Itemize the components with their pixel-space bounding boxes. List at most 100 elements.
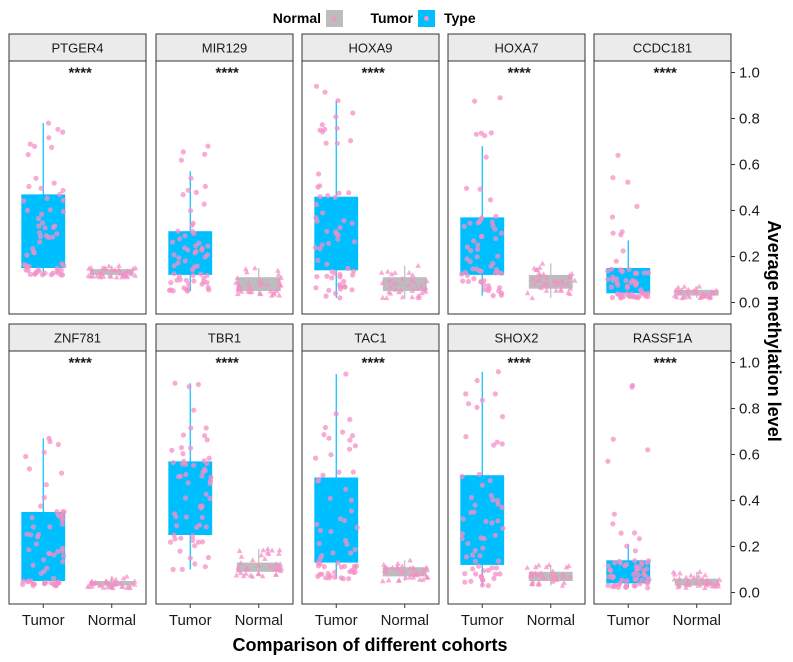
normal-point [676,575,683,581]
tumor-point [470,552,476,558]
tumor-point [180,149,186,155]
normal-point [264,281,270,287]
normal-point [696,283,703,289]
normal-point [399,294,406,300]
tumor-point [480,577,486,583]
tumor-point [477,553,483,559]
normal-point [276,292,283,298]
legend-title: Type [444,10,476,26]
tumor-point [498,230,505,236]
tumor-point [347,416,353,423]
tumor-point [342,518,348,524]
tumor-point [497,571,503,577]
normal-point [538,284,544,290]
tumor-point [467,259,473,265]
tumor-point [30,582,36,589]
normal-point [130,265,136,271]
y-tick-label: 0.6 [739,157,760,174]
x-tick-label: Tumor [607,612,650,629]
tumor-point [474,404,480,410]
normal-point [412,571,418,577]
normal-point [257,282,263,288]
tumor-point [337,225,343,231]
tumor-point [461,223,467,229]
y-tick-label: 1.0 [739,355,760,372]
tumor-point [190,537,196,544]
tumor-point [191,231,197,237]
tumor-point [474,254,480,260]
tumor-point [320,210,326,216]
tumor-point [316,171,322,177]
normal-point [539,573,546,579]
tumor-point [464,185,470,191]
facet-panel-shox2: SHOX2 **** [447,323,586,605]
tumor-point [182,495,189,501]
tumor-point [59,261,65,267]
normal-point [703,292,710,298]
tumor-point [193,248,199,254]
tumor-point [20,578,26,584]
normal-point [671,576,678,582]
normal-point [113,576,119,582]
tumor-point [192,561,198,567]
tumor-point [326,240,332,247]
normal-point [552,281,559,287]
normal-point [699,579,706,585]
normal-point [540,271,547,277]
normal-point [116,262,122,268]
tumor-point [26,578,32,584]
tumor-point [317,527,323,534]
tumor-point [644,566,650,572]
normal-point [409,272,416,278]
tumor-point [180,451,186,457]
normal-point [388,271,395,277]
normal-point [537,272,544,278]
tumor-point [204,437,210,443]
tumor-point [26,466,32,472]
normal-point [277,561,284,567]
tumor-point [188,445,194,451]
normal-point [698,294,704,300]
normal-point [682,294,688,300]
normal-point [566,563,572,568]
normal-point [97,582,103,588]
normal-point [702,572,708,578]
tumor-point [185,187,191,193]
tumor-point [335,560,341,566]
tumor-point [21,198,27,204]
tumor-point [39,211,45,217]
tumor-point [178,157,184,163]
tumor-point [49,144,55,150]
tumor-point [186,281,192,287]
tumor-point [476,471,482,477]
normal-point [383,565,390,571]
tumor-point [177,236,183,242]
normal-point [417,576,423,582]
tumor-point [336,469,342,475]
normal-point [244,269,250,275]
tumor-point [205,285,211,291]
tumor-point [609,584,616,590]
x-axis-col-4: Tumor Normal [169,604,283,629]
tumor-point [202,183,208,189]
tumor-point [478,279,484,285]
normal-point [86,583,92,589]
normal-point [238,570,244,576]
normal-point [681,283,688,289]
tumor-point [623,277,629,284]
normal-point [109,575,115,581]
normal-point [392,269,398,275]
normal-point [419,571,425,577]
tumor-point [352,443,358,449]
tumor-point [324,228,330,234]
normal-point [259,573,266,579]
normal-point [544,274,550,280]
tumor-point [459,531,465,537]
tumor-point [489,520,495,526]
normal-point [124,268,130,274]
tumor-point [608,266,615,272]
tumor-point [643,579,650,585]
tumor-point [350,110,356,116]
normal-point [409,294,415,300]
tumor-point [30,524,36,530]
